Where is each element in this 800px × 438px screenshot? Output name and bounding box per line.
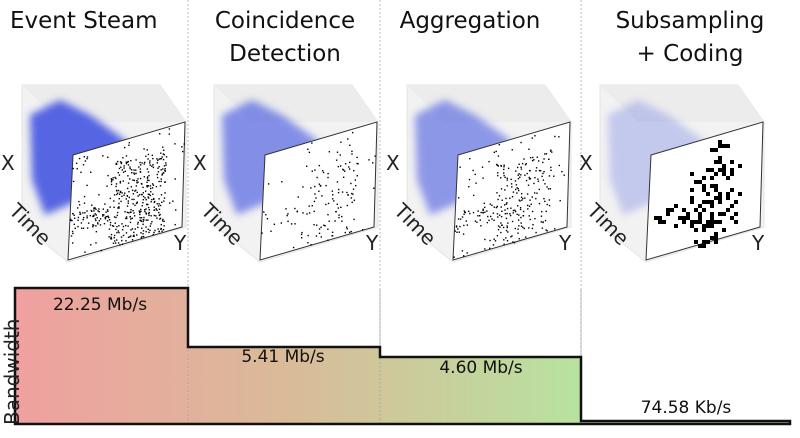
frame-slice (452, 121, 571, 261)
frame-slice (67, 121, 186, 261)
frame-events (453, 135, 565, 258)
bandwidth-bar (380, 357, 581, 424)
stage-title: Aggregation (400, 8, 541, 34)
event-cube (406, 84, 572, 263)
frame-events (69, 128, 185, 253)
stage-title: Event Steam (10, 8, 157, 34)
bandwidth-value: 4.60 Mb/s (439, 358, 522, 378)
bandwidth-bar (581, 421, 790, 424)
frame-events (654, 140, 742, 248)
bandwidth-axis-label: Bandwidth (0, 319, 24, 425)
y-axis-label: Y (558, 231, 572, 255)
bandwidth-value: 74.58 Kb/s (641, 398, 732, 418)
y-axis-label: Y (365, 231, 379, 255)
stage-title: Coincidence (215, 8, 355, 34)
x-axis-label: X (1, 151, 15, 175)
bandwidth-value: 22.25 Mb/s (53, 295, 147, 315)
y-axis-label: Y (751, 231, 765, 255)
x-axis-label: X (386, 151, 400, 175)
frame-events (261, 131, 376, 249)
bandwidth-outline (13, 286, 792, 426)
event-cube (599, 84, 765, 263)
bandwidth-chart: 22.25 Mb/s 5.41 Mb/s 4.60 Mb/s 74.58 Kb/s (13, 286, 792, 426)
bandwidth-bar (188, 347, 380, 424)
x-axis-label: X (579, 151, 593, 175)
event-cube (213, 84, 379, 263)
bandwidth-value: 5.41 Mb/s (241, 347, 324, 367)
bandwidth-bar (15, 288, 188, 424)
y-axis-label: Y (173, 231, 187, 255)
event-cube (21, 84, 187, 263)
stage-title: + Coding (637, 41, 744, 67)
stage-title: Detection (229, 41, 341, 67)
x-axis-label: X (193, 151, 207, 175)
stage-title: Subsampling (616, 8, 765, 34)
